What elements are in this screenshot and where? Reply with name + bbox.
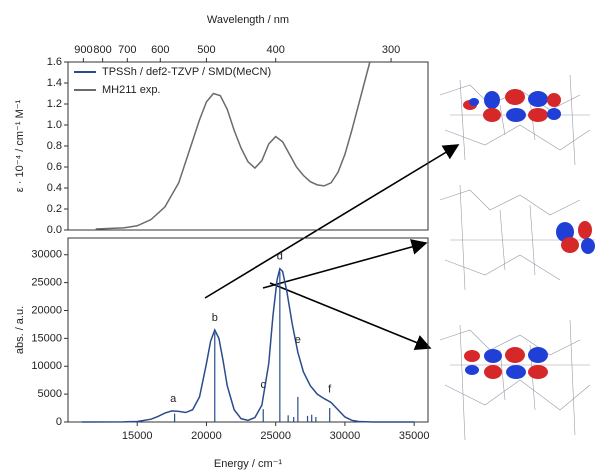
orbital-2 xyxy=(439,184,595,291)
y-tick-label: 15000 xyxy=(31,332,62,344)
y-tick-label: 1.4 xyxy=(47,77,62,89)
y-tick-label: 25000 xyxy=(31,277,62,289)
peak-label: d xyxy=(277,251,283,263)
y-tick-label: 5000 xyxy=(38,388,62,400)
y-tick-label: 1.2 xyxy=(47,98,62,110)
y-tick-label: 30000 xyxy=(31,249,62,261)
orbital-images xyxy=(439,74,595,441)
data-line xyxy=(81,267,415,423)
x-axis-title: Energy / cm⁻¹ xyxy=(214,458,282,470)
arrows xyxy=(204,144,460,350)
x-tick-label: 25000 xyxy=(260,430,291,442)
x2-tick-label: 700 xyxy=(118,44,136,56)
y-tick-label: 0.8 xyxy=(47,140,62,152)
y-axis-title: abs. / a.u. xyxy=(14,306,26,354)
y-tick-label: 0.2 xyxy=(47,203,62,215)
y-tick-label: 0.0 xyxy=(47,224,62,236)
peak-label: e xyxy=(295,334,301,346)
y-tick-label: 1.0 xyxy=(47,119,62,131)
x-tick-label: 15000 xyxy=(122,430,153,442)
data-line xyxy=(95,61,371,230)
x2-tick-label: 900 xyxy=(74,44,92,56)
legend-label: TPSSh / def2-TZVP / SMD(MeCN) xyxy=(102,66,271,78)
x2-axis-title: Wavelength / nm xyxy=(207,14,289,26)
orbital-3 xyxy=(439,319,591,441)
peak-label: a xyxy=(170,393,177,405)
plot-frame xyxy=(67,237,429,423)
x2-tick-label: 500 xyxy=(197,44,215,56)
y-tick-label: 0.6 xyxy=(47,161,62,173)
peak-label: b xyxy=(212,312,218,324)
y-tick-label: 1.6 xyxy=(47,56,62,68)
peak-label: c xyxy=(260,379,266,391)
x-tick-label: 30000 xyxy=(330,430,361,442)
x2-tick-label: 400 xyxy=(267,44,285,56)
peak-label: f xyxy=(328,384,332,396)
y-tick-label: 20000 xyxy=(31,304,62,316)
x-tick-label: 20000 xyxy=(191,430,222,442)
x-tick-label: 35000 xyxy=(399,430,430,442)
arrow xyxy=(262,239,428,289)
arrow xyxy=(204,144,460,299)
y-tick-label: 0.4 xyxy=(47,182,62,194)
orbital-1 xyxy=(439,74,591,166)
x2-tick-label: 600 xyxy=(151,44,169,56)
legend-label: MH211 exp. xyxy=(102,84,161,96)
y-axis-title: ε · 10⁻⁴ / cm⁻¹ M⁻¹ xyxy=(14,99,26,192)
y-tick-label: 10000 xyxy=(31,360,62,372)
arrow xyxy=(269,282,432,350)
y-tick-label: 0 xyxy=(56,416,62,428)
x2-tick-label: 300 xyxy=(382,44,400,56)
x2-tick-label: 800 xyxy=(93,44,111,56)
